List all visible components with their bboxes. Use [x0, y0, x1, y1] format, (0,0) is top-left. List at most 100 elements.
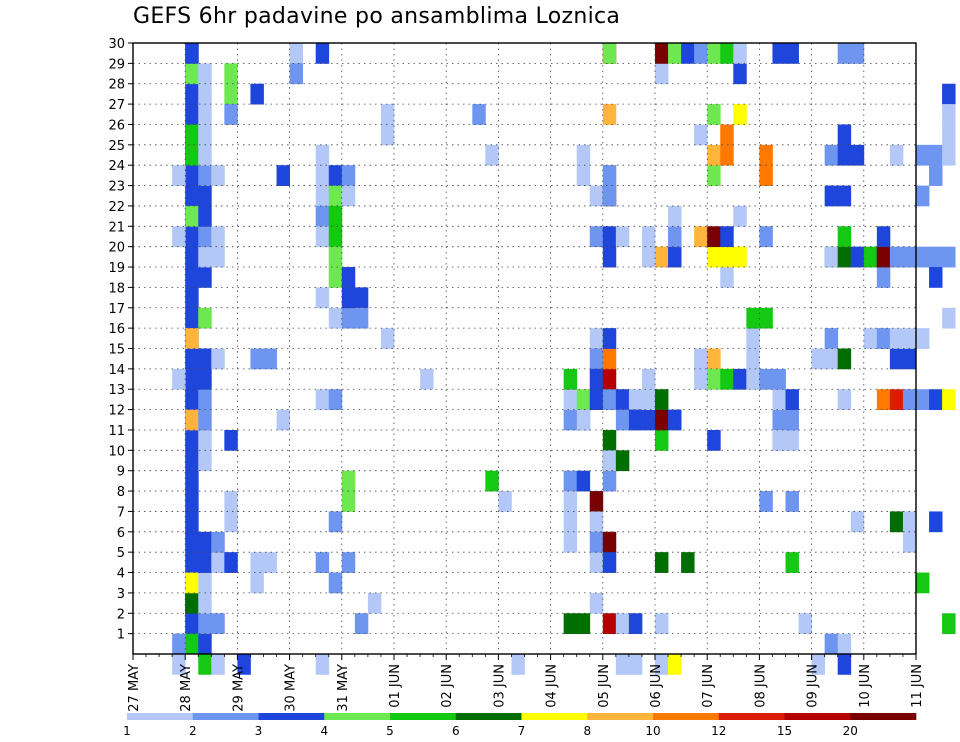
heatmap-cell	[707, 226, 721, 248]
heatmap-cell	[198, 654, 212, 675]
colorbar: 1 2 3 4 5 6 7 8 10 12 15 20	[123, 713, 917, 738]
heatmap-cell	[328, 165, 343, 186]
heatmap-cell	[942, 307, 956, 329]
x-tick-label: 31 MAY	[336, 664, 351, 712]
heatmap-cell	[185, 531, 199, 553]
heatmap-cell	[328, 572, 343, 594]
heatmap-cell	[341, 287, 356, 309]
heatmap-cell	[602, 226, 617, 248]
heatmap-cell	[876, 246, 891, 268]
heatmap-cell	[198, 572, 212, 594]
heatmap-cell	[172, 226, 186, 248]
heatmap-cell	[655, 389, 669, 410]
heatmap-cell	[198, 307, 212, 329]
heatmap-cell	[889, 144, 904, 166]
heatmap-cell	[759, 491, 773, 512]
heatmap-cell	[772, 429, 786, 451]
heatmap-cell	[837, 226, 852, 248]
heatmap-cell	[615, 613, 630, 635]
y-tick-label: 13	[108, 383, 125, 398]
colorbar-swatch	[127, 713, 194, 720]
heatmap-cell	[837, 389, 852, 410]
heatmap-cell	[589, 531, 604, 553]
heatmap-cell	[563, 470, 578, 492]
heatmap-cell	[628, 613, 643, 635]
heatmap-cell	[276, 165, 290, 186]
colorbar-swatch	[455, 713, 522, 720]
heatmap-cell	[602, 43, 617, 64]
heatmap-cell	[185, 43, 199, 64]
heatmap-cell	[602, 552, 617, 573]
heatmap-cell	[889, 328, 904, 349]
heatmap-cell	[850, 511, 865, 533]
x-tick-label: 04 JUN	[545, 664, 560, 708]
colorbar-tick-label: 20	[843, 724, 858, 738]
heatmap-cell	[876, 328, 891, 349]
y-tick-label: 18	[108, 281, 125, 296]
y-tick-label: 26	[108, 118, 125, 133]
heatmap-cell	[354, 287, 369, 309]
heatmap-cell	[942, 104, 956, 125]
y-tick-label: 17	[108, 302, 125, 317]
heatmap-cell	[889, 348, 904, 370]
grid-layer	[133, 43, 916, 654]
heatmap-cell	[668, 409, 682, 431]
heatmap-cell	[576, 470, 591, 492]
heatmap-cell	[628, 654, 643, 675]
colorbar-tick-label: 7	[518, 724, 526, 738]
y-tick-label: 16	[108, 322, 125, 337]
heatmap-cell	[707, 104, 721, 125]
colorbar-tick-label: 10	[645, 724, 660, 738]
heatmap-cell	[733, 104, 747, 125]
heatmap-cell	[942, 389, 956, 410]
colorbar-swatch	[192, 713, 259, 720]
heatmap-cell	[380, 328, 395, 349]
heatmap-cell	[589, 552, 604, 573]
heatmap-cell	[589, 368, 604, 390]
heatmap-cell	[250, 552, 264, 573]
heatmap-cell	[589, 389, 604, 410]
heatmap-cell	[185, 287, 199, 309]
colorbar-tick-label: 8	[583, 724, 591, 738]
heatmap-cell	[328, 307, 343, 329]
colorbar-swatch	[587, 713, 654, 720]
heatmap-cell	[628, 409, 643, 431]
heatmap-cell	[746, 307, 760, 329]
heatmap-cell	[902, 511, 917, 533]
heatmap-cell	[668, 246, 682, 268]
heatmap-cell	[655, 429, 669, 451]
heatmap-cell	[902, 328, 917, 349]
heatmap-cell	[916, 572, 930, 594]
heatmap-cell	[198, 613, 212, 635]
heatmap-cell	[211, 165, 225, 186]
heatmap-cell	[902, 389, 917, 410]
heatmap-cell	[811, 348, 826, 370]
heatmap-cell	[185, 307, 199, 329]
heatmap-cell	[942, 83, 956, 105]
heatmap-cell	[655, 613, 669, 635]
heatmap-cell	[263, 552, 277, 573]
heatmap-cell	[185, 409, 199, 431]
heatmap-cell	[733, 63, 747, 85]
heatmap-cell	[250, 83, 264, 105]
heatmap-cell	[341, 552, 356, 573]
heatmap-cell	[198, 144, 212, 166]
colorbar-tick-label: 15	[777, 724, 792, 738]
heatmap-cell	[211, 613, 225, 635]
heatmap-cell	[772, 409, 786, 431]
heatmap-cell	[707, 246, 721, 268]
heatmap-cell	[759, 144, 773, 166]
heatmap-cell	[263, 348, 277, 370]
heatmap-cell	[707, 43, 721, 64]
heatmap-cell	[341, 185, 356, 207]
heatmap-cell	[237, 654, 251, 675]
heatmap-cell	[837, 185, 852, 207]
heatmap-cell	[198, 552, 212, 573]
heatmap-cell	[211, 531, 225, 553]
heatmap-cell	[341, 470, 356, 492]
heatmap-cell	[929, 267, 943, 288]
heatmap-cell	[929, 165, 943, 186]
heatmap-cell	[380, 124, 395, 146]
heatmap-cell	[655, 246, 669, 268]
